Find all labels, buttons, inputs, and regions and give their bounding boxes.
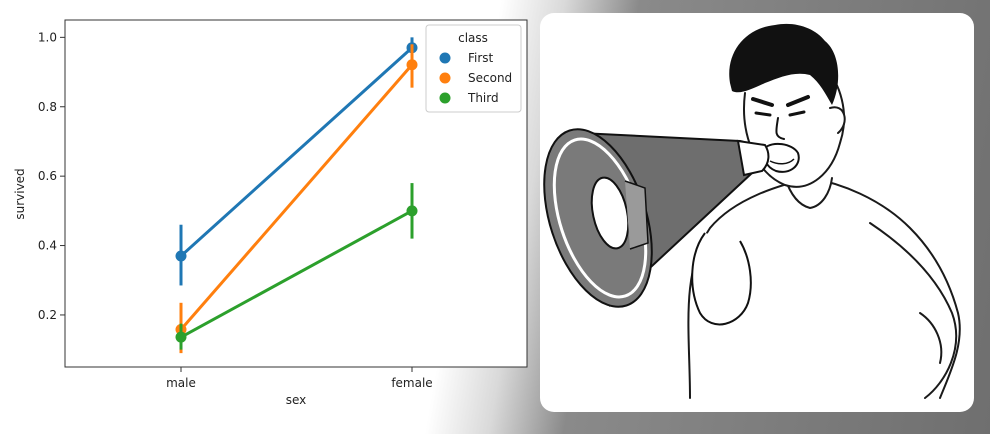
x-tick-label: female	[391, 376, 432, 390]
person-shouting-into-megaphone-icon	[540, 13, 974, 412]
data-point	[176, 332, 187, 343]
y-axis: 0.2 0.4 0.6 0.8 1.0	[38, 30, 65, 322]
legend-marker	[440, 53, 451, 64]
y-tick-label: 0.6	[38, 169, 57, 183]
y-axis-label: survived	[13, 168, 27, 219]
hand	[692, 233, 751, 324]
megaphone-mouthpiece	[738, 141, 768, 175]
legend: class First Second Third	[426, 25, 521, 112]
x-axis-label: sex	[286, 393, 307, 407]
legend-marker	[440, 93, 451, 104]
legend-marker	[440, 73, 451, 84]
data-point	[176, 250, 187, 261]
legend-entry: Second	[468, 71, 512, 85]
data-point	[407, 59, 418, 70]
y-tick-label: 1.0	[38, 30, 57, 44]
legend-entry: Third	[467, 91, 499, 105]
x-axis: male female	[166, 367, 433, 390]
data-point	[407, 205, 418, 216]
y-tick-label: 0.8	[38, 100, 57, 114]
legend-title: class	[458, 31, 488, 45]
point-plot: 0.20.40.60.81.0 male female sex survived …	[0, 0, 540, 434]
y-tick-label: 0.2	[38, 308, 57, 322]
y-tick-label: 0.4	[38, 239, 57, 253]
legend-entry: First	[468, 51, 494, 65]
x-tick-label: male	[166, 376, 196, 390]
